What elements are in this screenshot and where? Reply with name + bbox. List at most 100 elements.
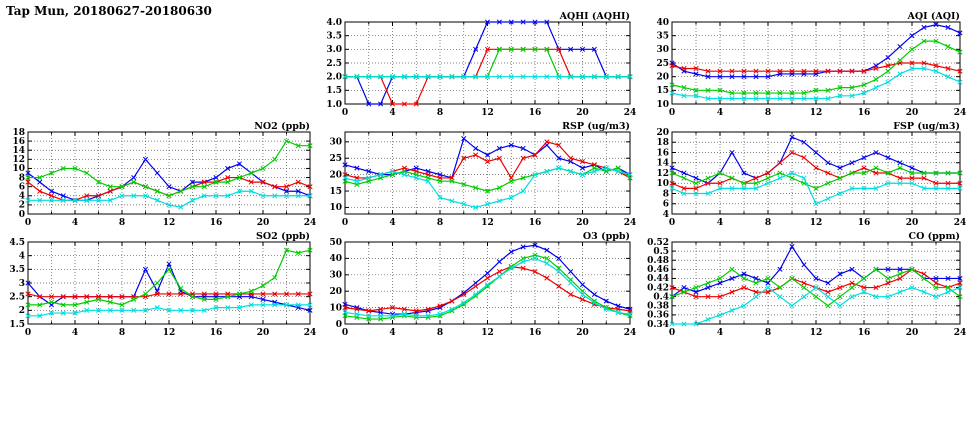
plot-frame bbox=[344, 131, 631, 215]
y-tick-label: 20 bbox=[656, 72, 669, 82]
y-tick-label: 4 bbox=[19, 251, 25, 261]
x-tick-label: 24 bbox=[954, 218, 967, 228]
x-tick-label: 8 bbox=[437, 108, 443, 118]
x-tick-label: 0 bbox=[342, 108, 348, 118]
chart-no2: NO2 (ppb) 0 2 4 6 8 10 12 14 16 18 0 4 8 12 16 20 24 bbox=[0, 120, 320, 232]
page-title: Tap Mun, 20180627-20180630 bbox=[6, 4, 212, 18]
x-tick-label: 24 bbox=[304, 328, 317, 338]
series-markers-green bbox=[669, 165, 963, 191]
x-tick-label: 8 bbox=[765, 108, 771, 118]
y-tick-label: 50 bbox=[329, 238, 342, 248]
y-tick-label: 3 bbox=[19, 279, 25, 289]
x-tick-label: 0 bbox=[669, 218, 675, 228]
x-tick-label: 4 bbox=[717, 108, 723, 118]
chart-title: AQI (AQI) bbox=[907, 11, 960, 22]
x-tick-label: 8 bbox=[437, 328, 443, 338]
y-tick-label: 0.46 bbox=[647, 265, 669, 275]
chart-svg-aqhi: AQHI (AQHI) 1.0 1.5 2.0 2.5 3.0 3.5 4.0 0 4 8 12 16 2… bbox=[326, 11, 637, 118]
x-tick-label: 0 bbox=[669, 328, 675, 338]
series-markers-red bbox=[669, 266, 963, 300]
chart-title: O3 (ppb) bbox=[583, 231, 630, 242]
series-markers-cyan bbox=[25, 302, 313, 319]
x-tick-label: 12 bbox=[810, 218, 823, 228]
x-tick-label: 16 bbox=[858, 218, 871, 228]
x-tick-label: 0 bbox=[342, 218, 348, 228]
x-tick-label: 20 bbox=[257, 328, 270, 338]
series-markers-cyan bbox=[669, 285, 963, 327]
chart-title: RSP (ug/m3) bbox=[562, 121, 630, 132]
x-tick-label: 24 bbox=[954, 328, 967, 338]
y-tick-label: 0.34 bbox=[647, 320, 669, 330]
series-markers-red bbox=[25, 291, 313, 300]
series-markers-cyan bbox=[669, 65, 963, 102]
x-tick-label: 16 bbox=[529, 328, 542, 338]
x-tick-label: 0 bbox=[669, 108, 675, 118]
x-tick-label: 12 bbox=[163, 218, 176, 228]
series-markers-red bbox=[669, 60, 963, 74]
y-tick-label: 0.52 bbox=[647, 238, 669, 248]
y-tick-label: 0.5 bbox=[653, 247, 669, 257]
x-tick-label: 20 bbox=[257, 218, 270, 228]
x-tick-label: 24 bbox=[624, 218, 637, 228]
chart-aqhi: AQHI (AQHI) 1.0 1.5 2.0 2.5 3.0 3.5 4.0 0 4 8 12 16 2… bbox=[311, 10, 640, 122]
x-tick-label: 4 bbox=[389, 218, 395, 228]
chart-fsp: FSP (ug/m3) 4 6 8 10 12 14 16 18 20 0 4 8 12 16 20 24 bbox=[638, 120, 970, 232]
chart-o3: O3 (ppb) 0 10 20 30 40 50 0 4 8 12 16 20 24 bbox=[311, 230, 640, 342]
y-tick-label: 10 bbox=[329, 303, 342, 313]
series-markers-green bbox=[669, 38, 963, 96]
y-tick-label: 40 bbox=[329, 254, 342, 264]
y-tick-label: 0.44 bbox=[647, 274, 669, 284]
plot-frame bbox=[344, 241, 631, 325]
x-tick-label: 16 bbox=[858, 328, 871, 338]
y-tick-label: 20 bbox=[329, 287, 342, 297]
y-tick-label: 15 bbox=[656, 86, 669, 96]
chart-so2: SO2 (ppb) 1.5 2 2.5 3 3.5 4 4.5 0 4 8 12 16 20 24 bbox=[0, 230, 320, 342]
y-tick-label: 30 bbox=[329, 271, 342, 281]
chart-svg-rsp: RSP (ug/m3) 10 15 20 25 30 0 4 8 12 16 20 24 bbox=[329, 121, 637, 228]
y-tick-label: 3.0 bbox=[326, 45, 342, 55]
chart-svg-aqi: AQI (AQI) 10 15 20 25 30 35 40 0 4 8 12 16 20 24 bbox=[656, 11, 966, 118]
y-tick-label: 30 bbox=[329, 138, 342, 148]
x-tick-label: 20 bbox=[576, 328, 589, 338]
x-tick-label: 8 bbox=[437, 218, 443, 228]
y-tick-label: 20 bbox=[656, 128, 669, 138]
y-tick-label: 3.5 bbox=[326, 31, 342, 41]
chart-svg-so2: SO2 (ppb) 1.5 2 2.5 3 3.5 4 4.5 0 4 8 12 16 20 24 bbox=[9, 231, 317, 338]
x-tick-label: 0 bbox=[25, 328, 31, 338]
y-tick-label: 25 bbox=[656, 59, 669, 69]
x-tick-label: 8 bbox=[765, 328, 771, 338]
series-markers-green bbox=[25, 138, 313, 199]
y-tick-label: 4.5 bbox=[9, 238, 25, 248]
y-tick-label: 0 bbox=[336, 320, 342, 330]
series-line-blue bbox=[344, 244, 631, 315]
y-tick-label: 35 bbox=[656, 31, 669, 41]
x-tick-label: 20 bbox=[906, 328, 919, 338]
chart-rsp: RSP (ug/m3) 10 15 20 25 30 0 4 8 12 16 20 24 bbox=[311, 120, 640, 232]
y-tick-label: 4.0 bbox=[326, 18, 342, 28]
x-tick-label: 16 bbox=[210, 328, 223, 338]
x-tick-label: 20 bbox=[906, 108, 919, 118]
y-tick-label: 0.38 bbox=[647, 302, 669, 312]
y-tick-label: 1.0 bbox=[326, 100, 342, 110]
chart-title: FSP (ug/m3) bbox=[893, 121, 960, 132]
series-markers-cyan bbox=[342, 165, 633, 210]
y-tick-label: 14 bbox=[656, 159, 669, 169]
y-tick-label: 18 bbox=[656, 138, 669, 148]
x-tick-label: 4 bbox=[717, 328, 723, 338]
series-markers-cyan bbox=[669, 170, 963, 207]
x-tick-label: 0 bbox=[342, 328, 348, 338]
x-tick-label: 24 bbox=[624, 108, 637, 118]
y-tick-label: 15 bbox=[329, 187, 342, 197]
x-tick-label: 20 bbox=[576, 218, 589, 228]
y-tick-label: 10 bbox=[656, 100, 669, 110]
y-tick-label: 0.42 bbox=[647, 283, 669, 293]
chart-co: CO (ppm) 0.34 0.36 0.38 0.4 0.42 0.44 0.46 0.48 0… bbox=[638, 230, 970, 342]
x-tick-label: 4 bbox=[389, 108, 395, 118]
y-tick-label: 8 bbox=[663, 189, 669, 199]
y-tick-label: 0.48 bbox=[647, 256, 669, 266]
y-tick-label: 1.5 bbox=[326, 86, 342, 96]
x-tick-label: 20 bbox=[576, 108, 589, 118]
y-tick-label: 16 bbox=[656, 148, 669, 158]
